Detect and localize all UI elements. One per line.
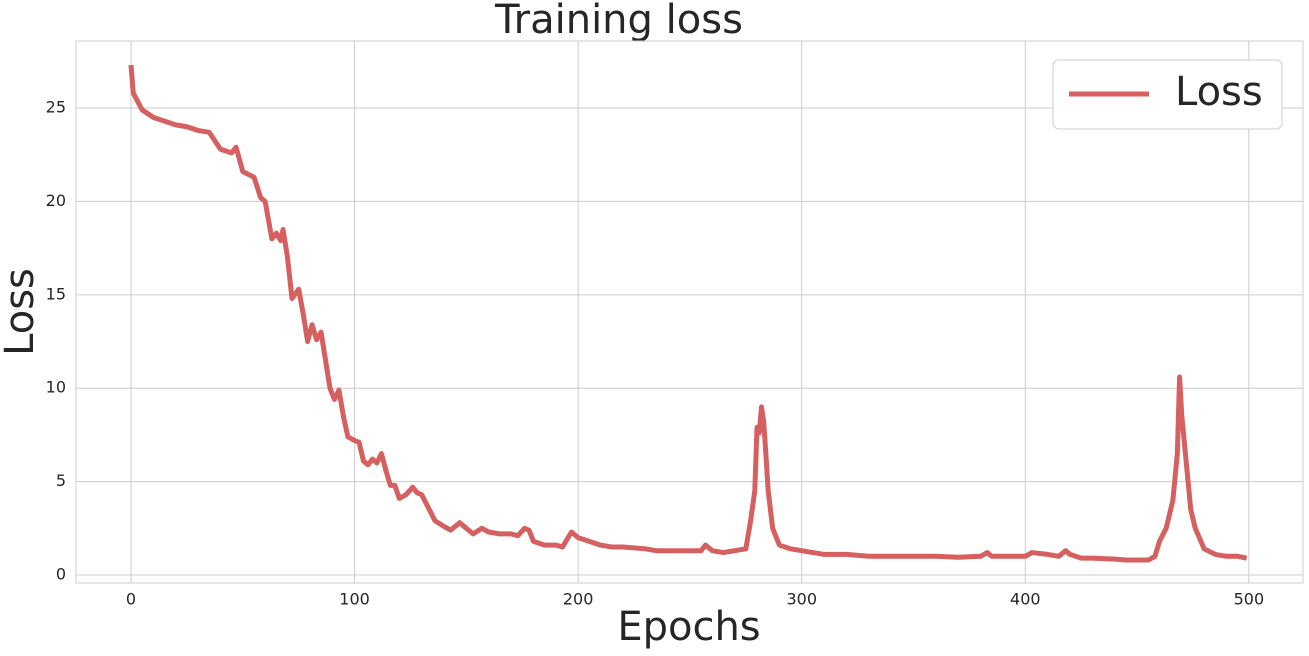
legend-box xyxy=(1052,59,1283,130)
x-tick-label: 300 xyxy=(786,590,817,609)
x-tick-label: 200 xyxy=(563,590,594,609)
y-tick-label: 20 xyxy=(46,191,66,210)
legend-label: Loss xyxy=(1175,69,1263,115)
loss-line xyxy=(128,64,1248,563)
x-tick-label: 100 xyxy=(339,590,370,609)
x-tick-label: 0 xyxy=(126,590,136,609)
y-tick-label: 25 xyxy=(46,98,66,117)
y-tick-label: 15 xyxy=(46,284,66,303)
y-tick-label: 5 xyxy=(56,471,66,490)
y-tick-label: 10 xyxy=(46,378,66,397)
y-tick-label: 0 xyxy=(56,564,66,583)
y-axis-label: Loss xyxy=(0,268,43,356)
x-tick-label: 400 xyxy=(1010,590,1041,609)
x-tick-label: 500 xyxy=(1234,590,1265,609)
chart-title: Training loss xyxy=(494,0,743,43)
x-axis-label: Epochs xyxy=(617,604,760,650)
plot-frame xyxy=(75,40,1304,584)
